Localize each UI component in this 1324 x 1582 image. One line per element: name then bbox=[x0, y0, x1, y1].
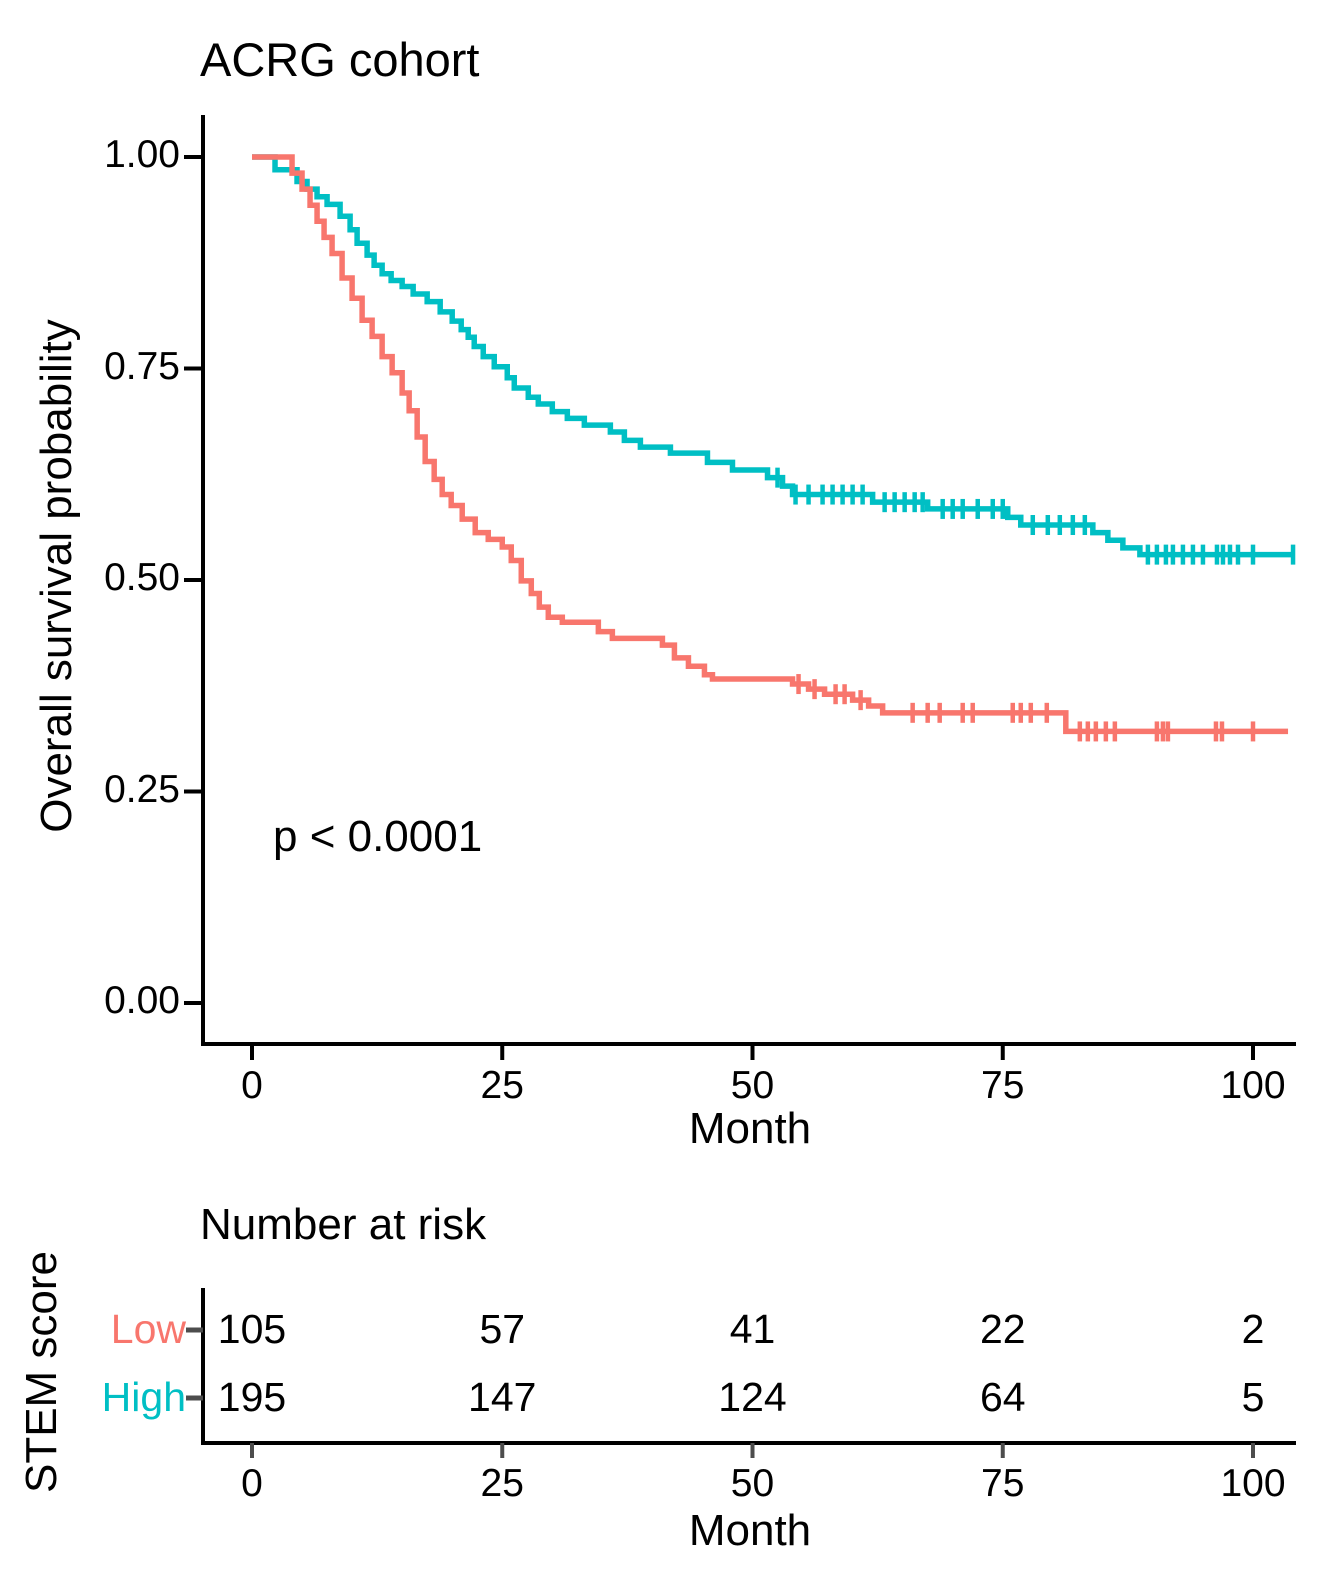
km-curve-low bbox=[252, 154, 1289, 735]
risk-row-label-low: Low bbox=[110, 1306, 186, 1352]
risk-count-low-2: 41 bbox=[729, 1306, 776, 1352]
risk-x-tick-label-4: 100 bbox=[1220, 1462, 1286, 1505]
risk-count-low-4: 2 bbox=[1241, 1306, 1265, 1352]
km-curve-high bbox=[252, 154, 1294, 558]
risk-x-tick-label-3: 75 bbox=[981, 1462, 1025, 1505]
risk-x-tick-label-0: 0 bbox=[241, 1462, 263, 1505]
risk-count-high-0: 195 bbox=[217, 1374, 287, 1420]
risk-group-label-wrap: STEM score bbox=[17, 1197, 67, 1547]
x-tick-label-4: 100 bbox=[1220, 1064, 1286, 1107]
risk-count-low-3: 22 bbox=[979, 1306, 1026, 1352]
x-tick-label-3: 75 bbox=[981, 1064, 1025, 1107]
y-tick-label-1: 0.75 bbox=[104, 344, 180, 388]
x-tick-label-1: 25 bbox=[480, 1064, 524, 1107]
risk-x-axis-title: Month bbox=[688, 1506, 812, 1555]
y-tick-label-3: 0.25 bbox=[104, 767, 180, 811]
risk-count-high-1: 147 bbox=[468, 1374, 537, 1420]
x-tick-label-2: 50 bbox=[730, 1064, 775, 1107]
risk-group-label: STEM score bbox=[17, 1250, 66, 1494]
risk-count-low-1: 57 bbox=[479, 1306, 526, 1352]
x-axis-title: Month bbox=[688, 1104, 812, 1153]
y-tick-label-0: 1.00 bbox=[104, 133, 180, 176]
risk-count-low-0: 105 bbox=[217, 1306, 287, 1352]
risk-x-tick-label-1: 25 bbox=[480, 1462, 524, 1505]
y-tick-label-2: 0.50 bbox=[104, 556, 180, 599]
risk-count-high-4: 5 bbox=[1241, 1374, 1265, 1420]
risk-count-high-2: 124 bbox=[718, 1374, 787, 1420]
x-tick-label-0: 0 bbox=[241, 1064, 263, 1107]
plot-title: ACRG cohort bbox=[200, 33, 480, 86]
risk-row-label-high: High bbox=[101, 1374, 186, 1420]
p-value-annotation: p < 0.0001 bbox=[273, 812, 483, 861]
risk-x-tick-label-2: 50 bbox=[730, 1462, 775, 1505]
risk-count-high-3: 64 bbox=[979, 1374, 1026, 1420]
risk-table-title: Number at risk bbox=[200, 1200, 487, 1249]
y-tick-label-4: 0.00 bbox=[104, 979, 180, 1022]
